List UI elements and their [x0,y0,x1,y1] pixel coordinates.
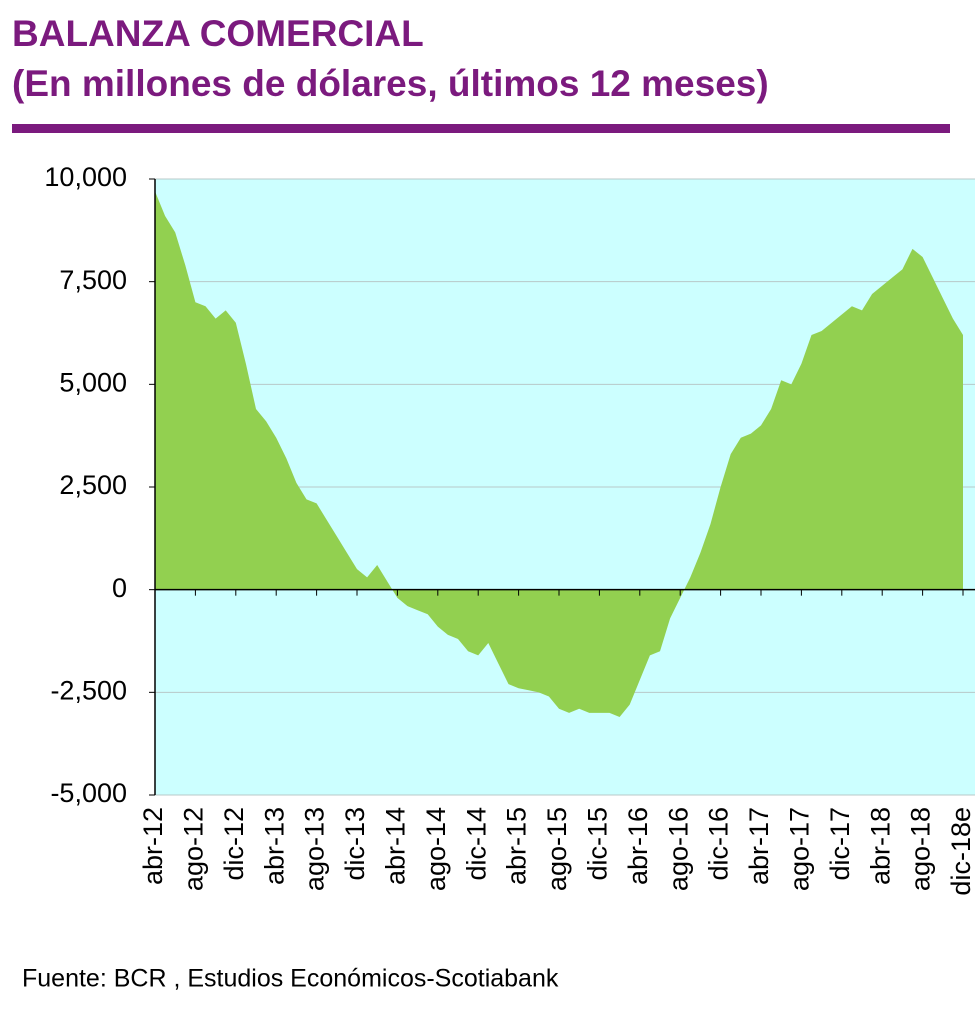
area [155,191,963,717]
x-tick-label: abr-15 [502,807,532,885]
y-tick-label: 5,000 [59,367,127,397]
title-rule [12,124,950,133]
y-tick-label: 7,500 [59,265,127,295]
x-tick-label: abr-13 [259,807,289,885]
x-tick-label: abr-16 [623,807,653,885]
x-tick-label: dic-18e [946,807,976,896]
x-tick-label: dic-16 [704,807,734,881]
x-tick-label: abr-12 [138,807,168,885]
x-tick-label: abr-17 [744,807,774,885]
y-tick-label: 10,000 [44,162,127,192]
x-tick-label: ago-17 [785,807,815,891]
x-tick-label: ago-18 [906,807,936,891]
source-note: Fuente: BCR , Estudios Económicos-Scotia… [22,965,559,993]
y-tick-label: 0 [112,573,127,603]
x-tick-label: dic-13 [340,807,370,881]
x-tick-label: abr-14 [381,807,411,885]
x-tick-label: dic-12 [219,807,249,881]
x-tick-label: ago-13 [300,807,330,891]
y-tick-label: -5,000 [50,778,127,808]
x-tick-label: dic-17 [825,807,855,881]
chart-subtitle: (En millones de dólares, últimos 12 mese… [12,63,769,104]
x-tick-label: abr-18 [865,807,895,885]
y-tick-label: -2,500 [50,675,127,705]
y-tick-label: 2,500 [59,470,127,500]
x-tick-label: ago-15 [542,807,572,891]
chart-title: BALANZA COMERCIAL [12,13,424,54]
x-tick-label: dic-15 [583,807,613,881]
x-tick-label: ago-16 [663,807,693,891]
x-tick-label: ago-12 [179,807,209,891]
x-tick-label: dic-14 [461,807,491,881]
x-tick-label: ago-14 [421,807,451,891]
